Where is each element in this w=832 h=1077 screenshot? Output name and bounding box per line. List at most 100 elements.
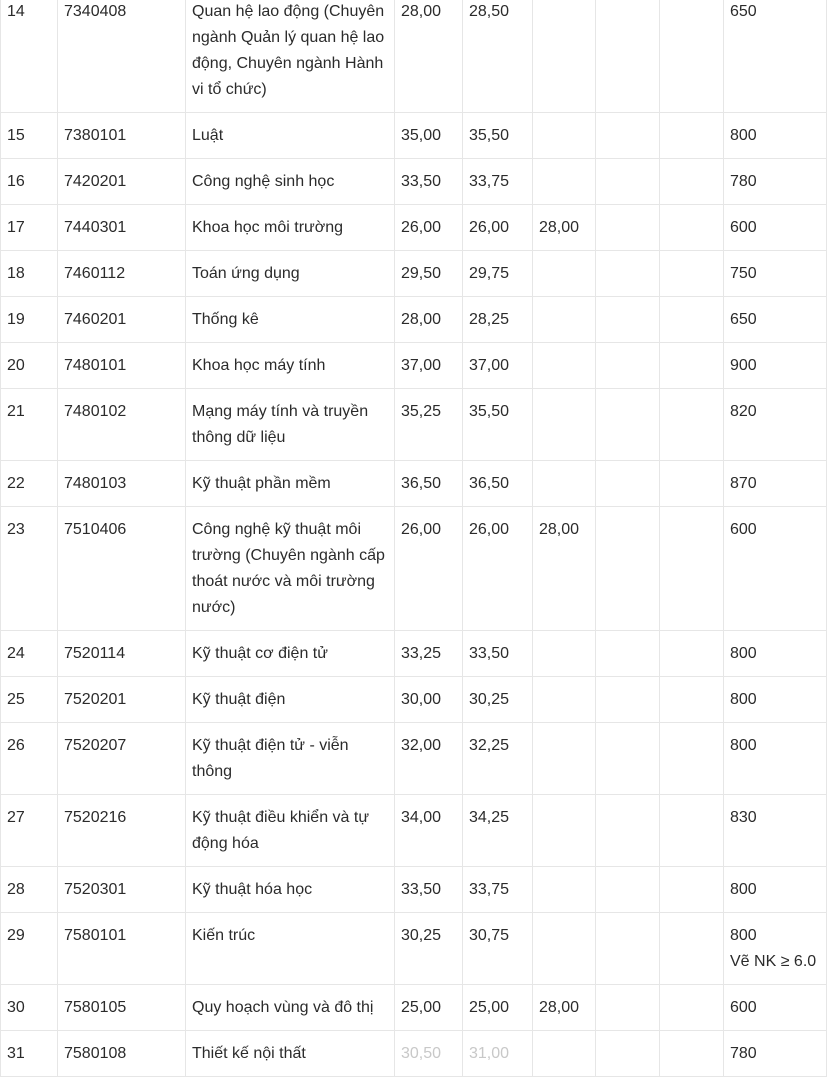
score-6-cell: 750 <box>723 250 827 297</box>
major-name: Khoa học môi trường <box>192 219 344 236</box>
score-6-cell: 820 <box>723 388 827 461</box>
score-6-cell: 780 <box>723 1030 827 1077</box>
score-6-cell: 780 <box>723 158 827 205</box>
score-1-cell: 35,25 <box>394 388 463 461</box>
score-3-cell <box>532 0 596 113</box>
major-name-cell: Khoa học máy tính <box>185 342 395 389</box>
major-code-cell: 7520201 <box>57 676 186 723</box>
score-6-cell: 900 <box>723 342 827 389</box>
major-code-cell: 7480103 <box>57 460 186 507</box>
score-6-cell: 800 <box>723 676 827 723</box>
major-code-cell: 7520114 <box>57 630 186 677</box>
score-3-cell <box>532 630 596 677</box>
score-5-cell <box>659 912 724 985</box>
score-4-cell <box>595 630 660 677</box>
score-3-cell <box>532 912 596 985</box>
major-name: Thống kê <box>192 311 259 328</box>
score-6: 800 <box>730 881 757 898</box>
score-5-cell <box>659 1030 724 1077</box>
score-1: 28,00 <box>401 311 442 328</box>
score-6: 600 <box>730 999 757 1016</box>
score-5-cell <box>659 676 724 723</box>
score-6-cell: 650 <box>723 296 827 343</box>
score-1-cell: 30,50 <box>394 1030 463 1077</box>
score-3-cell <box>532 250 596 297</box>
row-number: 28 <box>7 881 25 898</box>
row-number-cell: 20 <box>0 342 58 389</box>
score-2: 25,00 <box>469 999 510 1016</box>
score-1-cell: 26,00 <box>394 204 463 251</box>
major-name: Kỹ thuật hóa học <box>192 881 313 898</box>
score-1-cell: 34,00 <box>394 794 463 867</box>
major-name: Kỹ thuật điện <box>192 691 286 708</box>
major-name-cell: Quy hoạch vùng và đô thị <box>185 984 395 1031</box>
score-2: 35,50 <box>469 127 510 144</box>
table-row: 23 7510406 Công nghệ kỹ thuật môi trường (… <box>0 506 827 631</box>
major-name-cell: Kỹ thuật điện tử - viễn thông <box>185 722 395 795</box>
major-code: 7460112 <box>64 265 126 282</box>
row-number-cell: 21 <box>0 388 58 461</box>
score-5-cell <box>659 296 724 343</box>
row-number-cell: 31 <box>0 1030 58 1077</box>
score-6: 600 <box>730 521 757 538</box>
score-6: 800 <box>730 127 757 144</box>
score-3-cell <box>532 460 596 507</box>
major-code-cell: 7510406 <box>57 506 186 631</box>
score-2: 30,75 <box>469 927 510 944</box>
score-2: 37,00 <box>469 357 510 374</box>
score-1-cell: 33,50 <box>394 866 463 913</box>
score-1: 26,00 <box>401 521 442 538</box>
table-row: 31 7580108 Thiết kế nội thất 30,50 31,00 780 <box>0 1030 827 1077</box>
table-row: 19 7460201 Thống kê 28,00 28,25 650 <box>0 296 827 343</box>
table-row: 16 7420201 Công nghệ sinh học 33,50 33,75 780 <box>0 158 827 205</box>
major-name-cell: Luật <box>185 112 395 159</box>
major-code-cell: 7580101 <box>57 912 186 985</box>
score-3: 28,00 <box>539 219 580 236</box>
score-5-cell <box>659 158 724 205</box>
row-number: 17 <box>7 219 25 236</box>
score-2-cell: 26,00 <box>462 204 533 251</box>
score-6: 820 <box>730 403 757 420</box>
major-code: 7480102 <box>64 403 127 420</box>
score-3: 28,00 <box>539 521 580 538</box>
row-number-cell: 15 <box>0 112 58 159</box>
score-6-cell: 600 <box>723 984 827 1031</box>
table-row: 18 7460112 Toán ứng dụng 29,50 29,75 750 <box>0 250 827 297</box>
major-name: Mạng máy tính và truyền thông dữ liệu <box>192 403 369 446</box>
score-3-cell <box>532 158 596 205</box>
major-code-cell: 7440301 <box>57 204 186 251</box>
score-1: 26,00 <box>401 219 442 236</box>
table-row: 17 7440301 Khoa học môi trường 26,00 26,00 28… <box>0 204 827 251</box>
row-number-cell: 16 <box>0 158 58 205</box>
score-6-cell: 800 <box>723 630 827 677</box>
score-3-cell <box>532 866 596 913</box>
row-number: 20 <box>7 357 25 374</box>
major-name-cell: Kiến trúc <box>185 912 395 985</box>
score-2: 34,25 <box>469 809 510 826</box>
major-name: Khoa học máy tính <box>192 357 326 374</box>
score-2-cell: 30,75 <box>462 912 533 985</box>
score-5-cell <box>659 866 724 913</box>
score-1: 30,25 <box>401 927 442 944</box>
score-1: 37,00 <box>401 357 442 374</box>
score-6: 900 <box>730 357 757 374</box>
score-6-cell: 650 <box>723 0 827 113</box>
score-6-cell: 600 <box>723 204 827 251</box>
score-1: 30,00 <box>401 691 442 708</box>
major-code: 7480101 <box>64 357 127 374</box>
score-2-cell: 31,00 <box>462 1030 533 1077</box>
score-2-cell: 25,00 <box>462 984 533 1031</box>
major-name-cell: Toán ứng dụng <box>185 250 395 297</box>
score-6: 780 <box>730 173 757 190</box>
row-number: 16 <box>7 173 25 190</box>
score-2: 32,25 <box>469 737 510 754</box>
score-4-cell <box>595 722 660 795</box>
score-3-cell: 28,00 <box>532 506 596 631</box>
major-name: Kỹ thuật điện tử - viễn thông <box>192 737 349 780</box>
major-code-cell: 7340408 <box>57 0 186 113</box>
score-6: 870 <box>730 475 757 492</box>
row-number: 27 <box>7 809 25 826</box>
score-6-cell: 870 <box>723 460 827 507</box>
score-3-cell <box>532 1030 596 1077</box>
